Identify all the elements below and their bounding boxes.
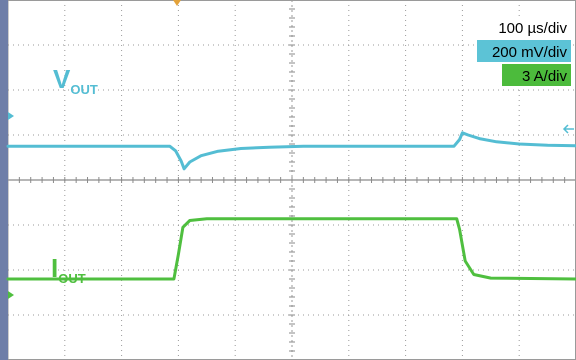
vout-ground-marker (8, 112, 14, 120)
vout-label-main: V (53, 64, 71, 94)
vout-trace (6, 131, 576, 171)
vout-label: VOUT (53, 64, 98, 97)
left-edge-bar (0, 0, 8, 360)
iout-label-sub: OUT (58, 271, 86, 286)
voltage-scale-box (477, 40, 571, 62)
iout-trace (6, 217, 576, 281)
trigger-level-arrow (562, 124, 574, 134)
current-scale-box (502, 64, 571, 86)
trigger-marker (173, 0, 181, 6)
time-scale-box (483, 17, 571, 38)
voltage-scale-label: 200 mV/div (492, 44, 568, 61)
iout-ground-marker (8, 291, 14, 299)
vout-label-sub: OUT (70, 82, 98, 97)
iout-label-main: I (51, 253, 58, 283)
current-scale-label: 3 A/div (522, 68, 568, 85)
traces (6, 131, 576, 281)
time-scale-label: 100 µs/div (498, 20, 567, 37)
iout-label: IOUT (51, 253, 86, 286)
